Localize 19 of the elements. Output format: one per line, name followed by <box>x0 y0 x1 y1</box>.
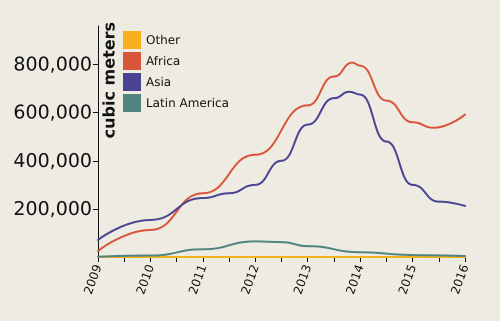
x-tick-label: 2012 <box>238 262 262 296</box>
x-tick-label: 2015 <box>396 262 420 296</box>
legend-label: Asia <box>146 75 172 89</box>
x-tick-label: 2010 <box>133 262 158 296</box>
y-tick-label: 200,000 <box>13 198 92 220</box>
x-tick-label: 2014 <box>343 262 367 296</box>
legend-label: Africa <box>146 54 180 68</box>
x-tick-label: 2011 <box>186 262 210 296</box>
y-axis-title: cubic meters <box>100 22 118 138</box>
y-tick-label: 800,000 <box>13 54 92 76</box>
x-tick-label: 2009 <box>80 262 105 296</box>
y-tick-label: 600,000 <box>13 102 92 124</box>
legend-label: Latin America <box>146 96 229 110</box>
x-tick-label: 2013 <box>290 262 314 296</box>
legend-label: Other <box>146 33 180 47</box>
x-tick-label: 2016 <box>448 262 472 296</box>
line-series <box>97 240 466 258</box>
y-tick-label: 400,000 <box>13 150 92 172</box>
line-series <box>97 90 466 241</box>
